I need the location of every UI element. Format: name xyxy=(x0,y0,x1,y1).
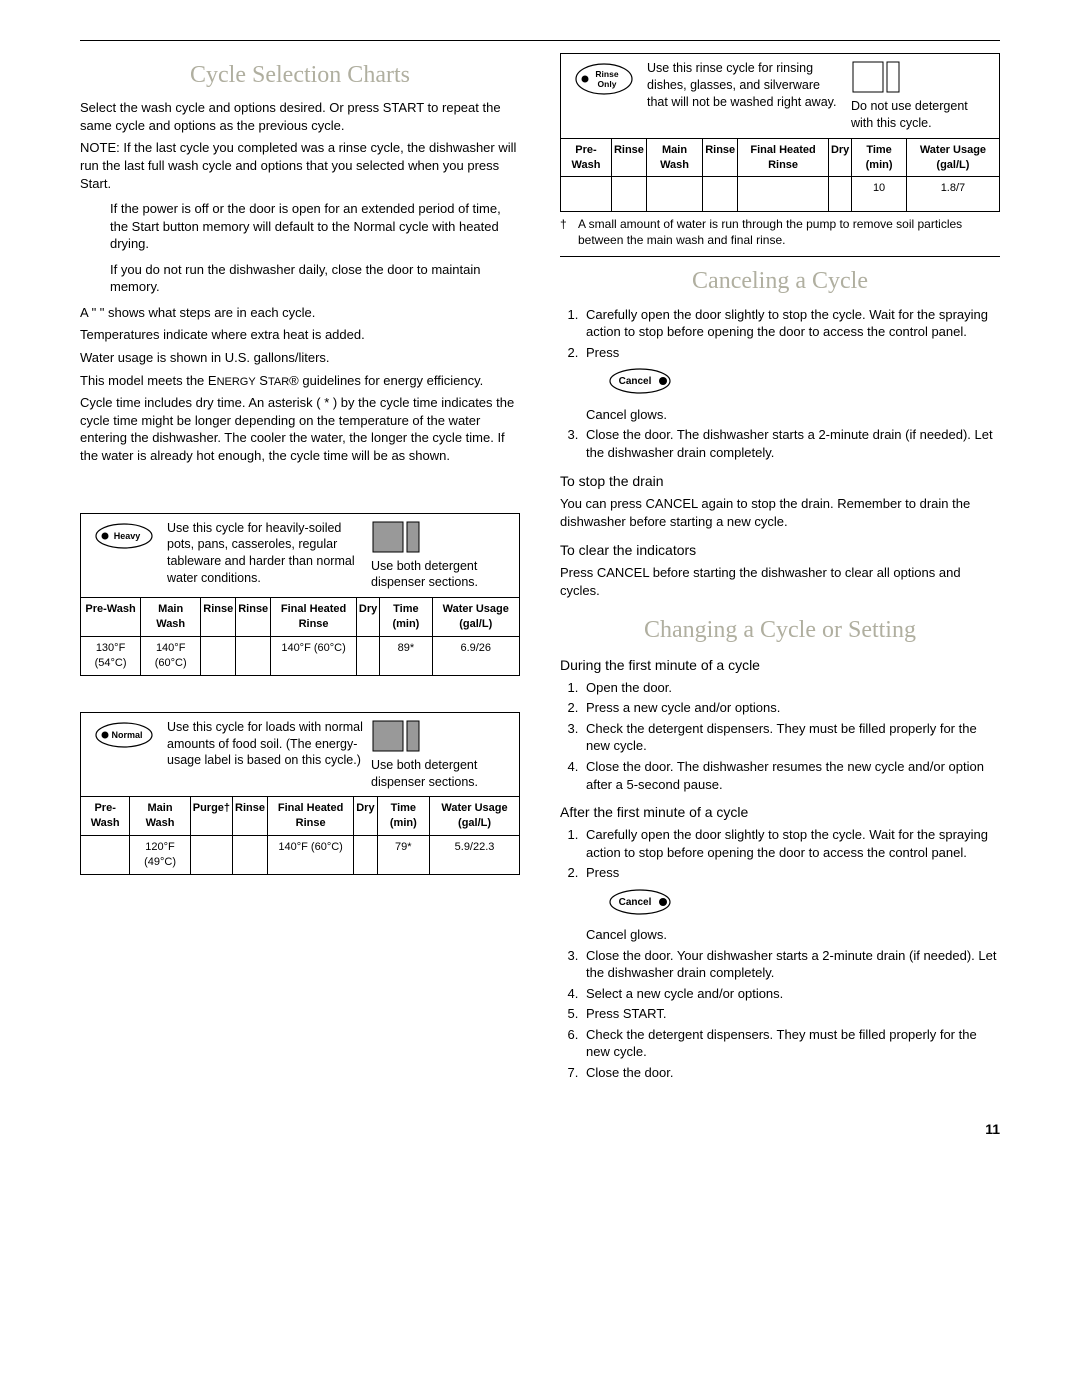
bullet-1: If the power is off or the door is open … xyxy=(110,200,520,253)
purge-footnote: † A small amount of water is run through… xyxy=(560,216,1000,248)
changing-title: Changing a Cycle or Setting xyxy=(560,614,1000,646)
list-item: Open the door. xyxy=(582,679,1000,697)
list-item: Press Cancel Cancel glows. xyxy=(582,864,1000,944)
rinse-table: Pre-Wash Rinse Main Wash Rinse Final Hea… xyxy=(561,139,999,211)
list-item: Check the detergent dispensers. They mus… xyxy=(582,720,1000,755)
list-item: Close the door. The dishwasher starts a … xyxy=(582,426,1000,461)
rinse-desc: Use this rinse cycle for rinsing dishes,… xyxy=(647,60,843,111)
intro-1: Select the wash cycle and options desire… xyxy=(80,99,520,134)
after-steps: Carefully open the door slightly to stop… xyxy=(582,826,1000,1082)
page-columns: Cycle Selection Charts Select the wash c… xyxy=(80,53,1000,1090)
svg-text:Normal: Normal xyxy=(111,730,142,740)
canceling-title: Canceling a Cycle xyxy=(560,265,1000,297)
cancel-button-icon: Cancel xyxy=(608,367,680,395)
heavy-desc: Use this cycle for heavily-soiled pots, … xyxy=(167,520,363,588)
svg-text:Cancel: Cancel xyxy=(619,376,652,387)
list-item: Press a new cycle and/or options. xyxy=(582,699,1000,717)
note-4: This model meets the ENERGY STAR® guidel… xyxy=(80,372,520,390)
bullet-2: If you do not run the dishwasher daily, … xyxy=(110,261,520,296)
list-item: Select a new cycle and/or options. xyxy=(582,985,1000,1003)
clear-heading: To clear the indicators xyxy=(560,541,1000,560)
rinse-disp-text: Do not use detergent with this cycle. xyxy=(851,98,991,132)
list-item: Check the detergent dispensers. They mus… xyxy=(582,1026,1000,1061)
heavy-icon: Heavy xyxy=(93,522,155,550)
intro-2: NOTE: If the last cycle you completed wa… xyxy=(80,139,520,192)
stop-drain-text: You can press CANCEL again to stop the d… xyxy=(560,495,1000,530)
normal-cycle-box: Normal Use this cycle for loads with nor… xyxy=(80,712,520,875)
normal-disp-text: Use both detergent dispenser sections. xyxy=(371,757,511,791)
heavy-disp-text: Use both detergent dispenser sections. xyxy=(371,558,511,592)
dispenser-both-icon xyxy=(371,520,423,554)
svg-text:Cancel: Cancel xyxy=(619,897,652,908)
list-item: Close the door. The dishwasher resumes t… xyxy=(582,758,1000,793)
after-heading: After the first minute of a cycle xyxy=(560,803,1000,822)
heavy-cycle-box: Heavy Use this cycle for heavily-soiled … xyxy=(80,513,520,676)
clear-text: Press CANCEL before starting the dishwas… xyxy=(560,564,1000,599)
list-item: Close the door. xyxy=(582,1064,1000,1082)
rinse-only-icon: Rinse Only xyxy=(573,62,635,96)
normal-table: Pre-Wash Main Wash Purge† Rinse Final He… xyxy=(81,797,519,873)
rinse-cycle-box: Rinse Only Use this rinse cycle for rins… xyxy=(560,53,1000,212)
normal-desc: Use this cycle for loads with normal amo… xyxy=(167,719,363,770)
memory-notes: If the power is off or the door is open … xyxy=(110,200,520,296)
dispenser-none-icon xyxy=(851,60,903,94)
right-column: Rinse Only Use this rinse cycle for rins… xyxy=(560,53,1000,1090)
list-item: Close the door. Your dishwasher starts a… xyxy=(582,947,1000,982)
list-item: Carefully open the door slightly to stop… xyxy=(582,826,1000,861)
cancel-button-icon: Cancel xyxy=(608,888,680,916)
page-number: 11 xyxy=(80,1120,1000,1139)
svg-text:Only: Only xyxy=(598,79,617,89)
dispenser-both-icon xyxy=(371,719,423,753)
note-2: Temperatures indicate where extra heat i… xyxy=(80,326,520,344)
normal-icon: Normal xyxy=(93,721,155,749)
list-item: Press Cancel Cancel glows. xyxy=(582,344,1000,424)
note-1: A " " shows what steps are in each cycle… xyxy=(80,304,520,322)
list-item: Press START. xyxy=(582,1005,1000,1023)
heavy-table: Pre-Wash Main Wash Rinse Rinse Final Hea… xyxy=(81,598,519,674)
left-column: Cycle Selection Charts Select the wash c… xyxy=(80,53,520,1090)
cycle-selection-title: Cycle Selection Charts xyxy=(80,59,520,91)
during-steps: Open the door. Press a new cycle and/or … xyxy=(582,679,1000,793)
note-5: Cycle time includes dry time. An asteris… xyxy=(80,394,520,464)
note-3: Water usage is shown in U.S. gallons/lit… xyxy=(80,349,520,367)
cancel-steps: Carefully open the door slightly to stop… xyxy=(582,306,1000,462)
svg-text:Heavy: Heavy xyxy=(114,531,141,541)
list-item: Carefully open the door slightly to stop… xyxy=(582,306,1000,341)
svg-text:Rinse: Rinse xyxy=(595,69,618,79)
stop-drain-heading: To stop the drain xyxy=(560,472,1000,491)
during-heading: During the first minute of a cycle xyxy=(560,656,1000,675)
